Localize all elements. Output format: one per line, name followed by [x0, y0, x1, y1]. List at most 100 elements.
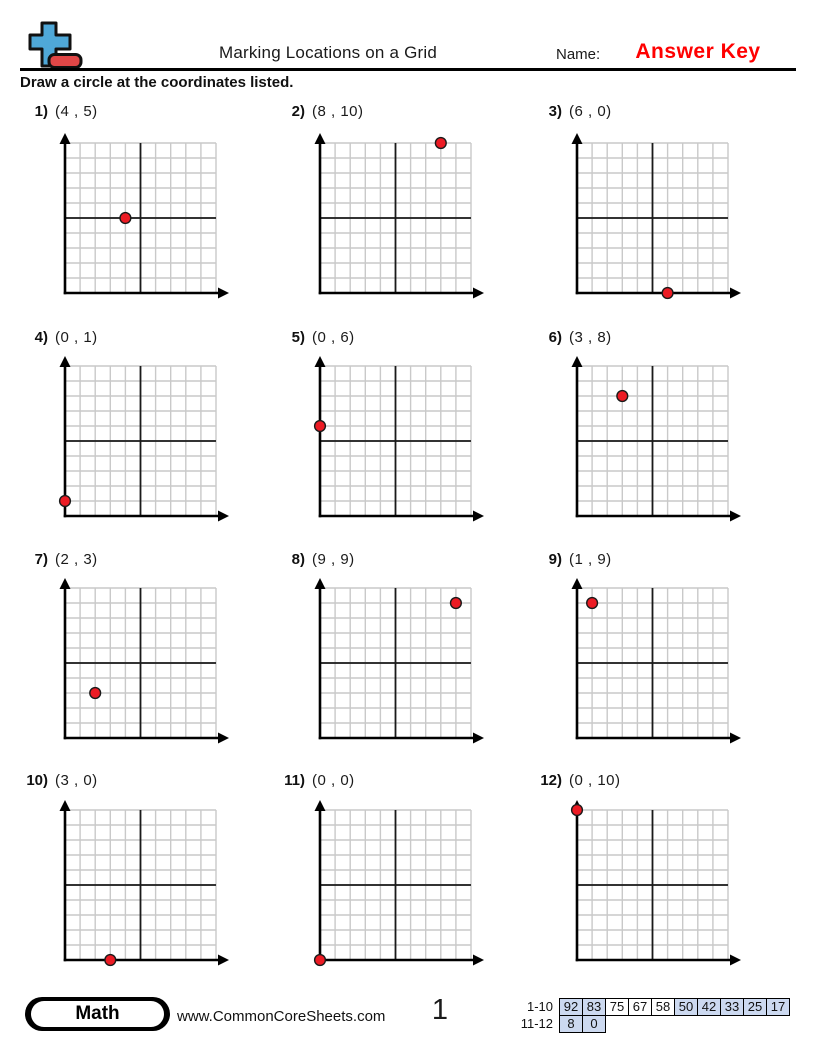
problem-coordinates: (0 , 10)	[569, 772, 621, 789]
answer-key-text: Answer Key	[635, 40, 761, 63]
problem-label: 2) (8 , 10)	[279, 103, 509, 123]
coordinate-grid	[58, 356, 229, 522]
subject-label: Math	[75, 1003, 120, 1024]
problem-number: 5)	[291, 329, 305, 346]
problem-coordinates: (9 , 9)	[312, 551, 355, 568]
problem-number: 6)	[548, 329, 562, 346]
problem-label: 4) (0 , 1)	[22, 329, 252, 349]
problem: 5) (0 , 6)	[279, 329, 509, 544]
coordinate-grid	[571, 578, 741, 744]
answer-dot	[586, 596, 599, 610]
problem-number: 12)	[540, 772, 562, 789]
score-cell: 58	[651, 998, 675, 1016]
answer-dot	[661, 286, 674, 300]
problem: 4) (0 , 1)	[22, 329, 252, 544]
coordinate-grid	[313, 800, 484, 967]
problem-label: 1) (4 , 5)	[22, 103, 252, 123]
problem-number: 9)	[548, 551, 562, 568]
problem-label: 8) (9 , 9)	[279, 551, 509, 571]
problem-coordinates: (0 , 1)	[55, 329, 98, 346]
website-text: www.CommonCoreSheets.com	[177, 1008, 386, 1025]
problem-number: 11)	[284, 772, 305, 789]
problem: 3) (6 , 0)	[536, 103, 766, 318]
problem-coordinates: (0 , 0)	[312, 772, 355, 789]
answer-dot	[313, 953, 327, 967]
coordinate-grid	[59, 800, 229, 967]
problem-coordinates: (3 , 8)	[569, 329, 612, 346]
problem-coordinates: (3 , 0)	[55, 772, 98, 789]
subject-badge: Math	[25, 997, 170, 1031]
score-cell: 75	[605, 998, 629, 1016]
problem-number: 1)	[34, 103, 48, 120]
problem: 8) (9 , 9)	[279, 551, 509, 766]
problem: 9) (1 , 9)	[536, 551, 766, 766]
instruction-text: Draw a circle at the coordinates listed.	[20, 74, 294, 91]
coordinate-grid	[313, 356, 484, 522]
problem-number: 7)	[34, 551, 48, 568]
coordinate-grid	[314, 133, 484, 299]
score-cell: 0	[582, 1015, 606, 1033]
subject-badge-inner: Math	[31, 1001, 164, 1027]
score-cell: 92	[559, 998, 583, 1016]
header-divider	[20, 68, 796, 71]
score-row-label: 1-10	[526, 999, 553, 1014]
problem-coordinates: (0 , 6)	[312, 329, 355, 346]
score-cell: 50	[674, 998, 698, 1016]
answer-dot	[119, 211, 132, 225]
coordinate-grid	[570, 800, 741, 966]
answer-dot	[104, 953, 117, 967]
answer-dot	[89, 686, 102, 700]
score-cell: 33	[720, 998, 744, 1016]
problem: 7) (2 , 3)	[22, 551, 252, 766]
score-cell: 42	[697, 998, 721, 1016]
problem-label: 5) (0 , 6)	[279, 329, 509, 349]
answer-dot	[616, 389, 629, 403]
name-label: Name:	[556, 46, 601, 63]
problem: 11) (0 , 0)	[279, 772, 509, 987]
problem-number: 8)	[291, 551, 305, 568]
score-cell: 25	[743, 998, 767, 1016]
problem-coordinates: (1 , 9)	[569, 551, 612, 568]
problem-coordinates: (2 , 3)	[55, 551, 98, 568]
problem: 2) (8 , 10)	[279, 103, 509, 318]
coordinate-grid	[571, 133, 741, 300]
coordinate-grid	[59, 578, 229, 744]
problem: 10) (3 , 0)	[22, 772, 252, 987]
score-cell: 83	[582, 998, 606, 1016]
score-row: 1-10 92 83 75 67 58 50 42 33 25 17	[497, 998, 790, 1016]
problem-coordinates: (6 , 0)	[569, 103, 612, 120]
answer-dot	[434, 136, 447, 150]
coordinate-grid	[571, 356, 741, 522]
problem: 12) (0 , 10)	[536, 772, 766, 987]
problem-label: 10) (3 , 0)	[22, 772, 252, 792]
page-number: 1	[431, 994, 449, 1026]
score-cell: 67	[628, 998, 652, 1016]
problem-label: 12) (0 , 10)	[536, 772, 766, 792]
answer-dot	[313, 419, 327, 433]
problem-number: 4)	[34, 329, 48, 346]
problem-label: 7) (2 , 3)	[22, 551, 252, 571]
coordinate-grid	[314, 578, 484, 744]
problem-label: 11) (0 , 0)	[279, 772, 509, 792]
answer-dot	[58, 494, 72, 508]
answer-dot	[570, 803, 584, 817]
problem-label: 9) (1 , 9)	[536, 551, 766, 571]
answer-dot	[449, 596, 463, 610]
problem-label: 3) (6 , 0)	[536, 103, 766, 123]
problem-number: 3)	[548, 103, 562, 120]
problem: 1) (4 , 5)	[22, 103, 252, 318]
plus-minus-logo-icon	[28, 21, 83, 69]
score-cell: 8	[559, 1015, 583, 1033]
problem-number: 10)	[26, 772, 48, 789]
problem-coordinates: (8 , 10)	[312, 103, 364, 120]
worksheet-title: Marking Locations on a Grid	[218, 43, 437, 62]
problem: 6) (3 , 8)	[536, 329, 766, 544]
problem-coordinates: (4 , 5)	[55, 103, 98, 120]
score-row: 11-12 8 0	[497, 1015, 790, 1033]
score-cell: 17	[766, 998, 790, 1016]
problem-label: 6) (3 , 8)	[536, 329, 766, 349]
score-table: 1-10 92 83 75 67 58 50 42 33 25 17 11-12 8 0	[497, 998, 790, 1033]
score-row-label: 11-12	[520, 1016, 553, 1031]
problem-number: 2)	[291, 103, 305, 120]
